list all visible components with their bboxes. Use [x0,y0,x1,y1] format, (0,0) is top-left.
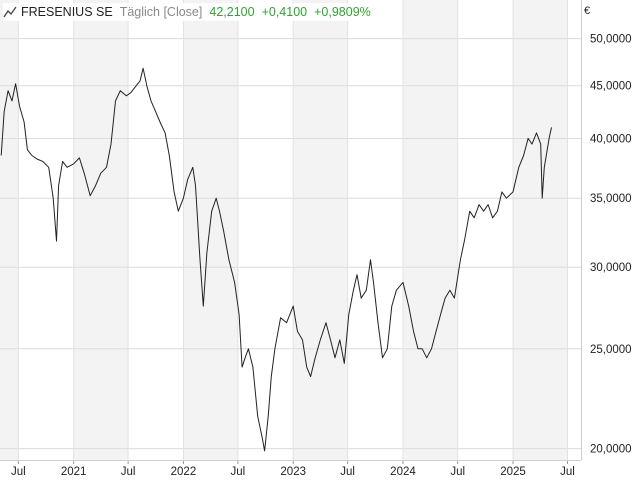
x-tick-label: Jul [450,466,465,478]
x-tick-label: Jul [121,466,136,478]
background-band [73,0,129,460]
y-tick-label: 40,0000 [590,133,632,145]
period-label: Täglich [Close] [119,5,203,19]
x-tick-label: Jul [560,466,575,478]
price-change: +0,4100 [261,5,308,19]
y-tick-label: 50,0000 [590,34,632,46]
x-tick-label: Jul [11,466,26,478]
y-tick-label: 35,0000 [590,193,632,205]
x-tick-label: 2024 [390,466,416,478]
y-tick-label: 45,0000 [590,81,632,93]
x-tick-label: Jul [340,466,355,478]
x-axis-labels: Jul 2021 Jul 2022 Jul 2023 Jul 2024 Jul 2025 Jul [11,466,575,478]
background-band [457,0,514,460]
y-tick-label: 25,0000 [590,344,632,356]
price-line [0,67,552,452]
background-band [0,0,19,460]
background-band [183,0,238,460]
background-band [402,0,458,460]
y-tick-label: 30,0000 [590,262,632,274]
y-tick-label: 20,0000 [590,444,632,456]
currency-label: € [584,5,591,17]
horizontal-gridlines [0,38,581,450]
background-band [18,0,74,460]
x-tick-label: 2025 [500,466,526,478]
x-tick-label: Jul [231,466,246,478]
line-chart-icon [3,6,17,18]
last-price: 42,2100 [209,5,255,19]
x-tick-label: 2022 [171,466,197,478]
background-band [128,0,184,460]
x-tick-label: 2023 [280,466,306,478]
price-change-percent: +0,9809% [314,5,371,19]
y-axis-labels: 20,0000 25,0000 30,0000 35,0000 40,0000 45,00… [590,34,632,456]
background-band [293,0,348,460]
vertical-gridlines [0,0,582,464]
chart-header: FRESENIUS SE Täglich [Close] 42,2100 +0,… [3,3,384,21]
background-band [567,0,581,460]
background-band [513,0,568,460]
background-band [347,0,403,460]
background-band [237,0,294,460]
x-tick-label: 2021 [61,466,87,478]
instrument-name: FRESENIUS SE [21,5,113,19]
year-bands [0,0,581,460]
